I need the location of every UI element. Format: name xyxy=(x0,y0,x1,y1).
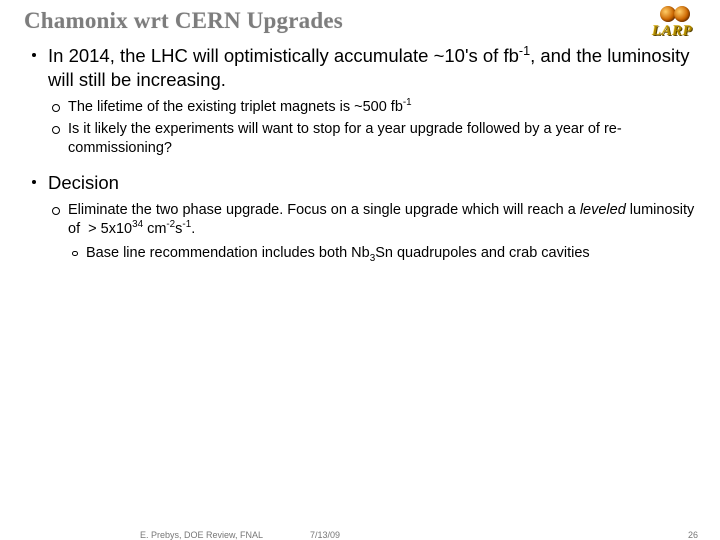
bullet-list-lvl2: The lifetime of the existing triplet mag… xyxy=(48,98,696,159)
list-item: In 2014, the LHC will optimistically acc… xyxy=(28,44,696,159)
bullet-text: Base line recommendation includes both N… xyxy=(86,244,696,264)
bullet-list-lvl3: Base line recommendation includes both N… xyxy=(68,244,696,264)
bullet-text: Eliminate the two phase upgrade. Focus o… xyxy=(68,201,696,240)
footer-date: 7/13/09 xyxy=(310,530,340,540)
content-area: In 2014, the LHC will optimistically acc… xyxy=(24,44,696,264)
list-item: Base line recommendation includes both N… xyxy=(68,244,696,264)
bullet-text: The lifetime of the existing triplet mag… xyxy=(68,98,696,118)
larp-logo: LARP xyxy=(644,6,710,44)
list-item: Decision Eliminate the two phase upgrade… xyxy=(28,171,696,264)
page-number: 26 xyxy=(688,530,698,540)
logo-circles-icon xyxy=(660,6,696,24)
slide-title: Chamonix wrt CERN Upgrades xyxy=(24,8,696,34)
footer-author: E. Prebys, DOE Review, FNAL xyxy=(140,530,263,540)
bullet-text: In 2014, the LHC will optimistically acc… xyxy=(48,44,696,92)
logo-text: LARP xyxy=(652,23,710,40)
list-item: Eliminate the two phase upgrade. Focus o… xyxy=(48,201,696,264)
slide: Chamonix wrt CERN Upgrades LARP In 2014,… xyxy=(0,0,720,540)
bullet-text: Decision xyxy=(48,171,696,195)
list-item: Is it likely the experiments will want t… xyxy=(48,120,696,159)
list-item: The lifetime of the existing triplet mag… xyxy=(48,98,696,118)
bullet-text: Is it likely the experiments will want t… xyxy=(68,120,696,159)
bullet-list-lvl1: In 2014, the LHC will optimistically acc… xyxy=(28,44,696,264)
bullet-list-lvl2: Eliminate the two phase upgrade. Focus o… xyxy=(48,201,696,264)
